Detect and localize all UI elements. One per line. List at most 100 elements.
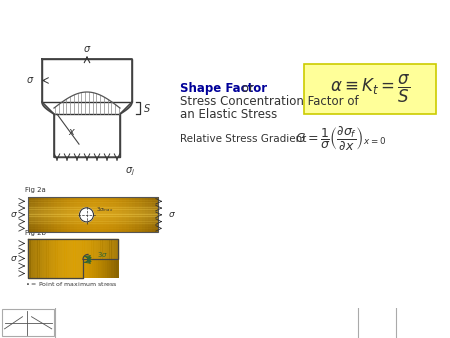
Bar <box>28 223 158 225</box>
Bar <box>60 197 64 233</box>
Bar <box>93 197 97 233</box>
Bar <box>102 239 105 277</box>
Bar <box>126 197 129 233</box>
Bar <box>77 239 80 277</box>
Bar <box>90 197 94 233</box>
Bar <box>44 239 46 277</box>
Bar <box>106 197 110 233</box>
Bar <box>44 197 48 233</box>
Text: $\sigma$: $\sigma$ <box>10 254 18 263</box>
Bar <box>111 239 114 277</box>
Bar <box>66 239 69 277</box>
Bar <box>116 197 120 233</box>
Bar <box>28 228 158 231</box>
Text: Fig 2b: Fig 2b <box>25 231 46 236</box>
Bar <box>86 197 90 233</box>
Bar <box>109 197 113 233</box>
Text: $x$: $x$ <box>68 127 76 137</box>
Bar <box>86 239 89 277</box>
Bar <box>46 239 49 277</box>
Bar <box>111 239 114 277</box>
Text: Concentration factors: Concentration factors <box>11 15 182 28</box>
Bar <box>100 239 103 277</box>
Bar <box>28 239 31 277</box>
Bar <box>100 239 103 277</box>
Bar <box>28 207 158 210</box>
Text: $3\sigma$: $3\sigma$ <box>97 250 108 260</box>
Bar <box>39 239 42 277</box>
Bar <box>59 239 62 277</box>
Text: $S$: $S$ <box>143 102 151 114</box>
Text: $\alpha \equiv K_t = \dfrac{\sigma}{S}$: $\alpha \equiv K_t = \dfrac{\sigma}{S}$ <box>330 73 410 105</box>
Bar <box>83 197 87 233</box>
Text: $\sigma$: $\sigma$ <box>10 210 18 219</box>
Bar <box>98 239 100 277</box>
Bar <box>28 197 158 199</box>
Bar <box>102 239 105 277</box>
Bar <box>93 239 96 277</box>
Bar <box>145 197 149 233</box>
Bar <box>35 239 37 277</box>
Bar <box>51 197 54 233</box>
Bar <box>50 239 53 277</box>
Bar <box>28 197 32 233</box>
Bar <box>99 197 103 233</box>
Bar <box>112 197 116 233</box>
Bar <box>98 239 100 277</box>
Bar <box>91 239 94 277</box>
Bar <box>71 239 73 277</box>
Bar <box>38 197 41 233</box>
Bar <box>28 218 158 220</box>
Bar <box>86 239 89 277</box>
Bar <box>132 197 136 233</box>
Bar <box>66 239 69 277</box>
Bar <box>104 239 107 277</box>
Bar <box>35 197 38 233</box>
Bar <box>82 239 85 277</box>
Bar <box>28 204 158 206</box>
Bar <box>122 197 126 233</box>
Bar <box>73 197 77 233</box>
Text: DAF: DAF <box>367 318 386 327</box>
Bar <box>55 239 58 277</box>
Bar <box>96 197 100 233</box>
Bar <box>148 197 152 233</box>
Text: $\sigma$: $\sigma$ <box>26 75 34 86</box>
Bar <box>68 239 71 277</box>
Text: Relative Stress Gradient: Relative Stress Gradient <box>180 134 306 144</box>
Bar <box>95 239 98 277</box>
Bar <box>116 239 118 277</box>
Bar <box>59 239 62 277</box>
Bar <box>62 239 64 277</box>
Bar <box>28 211 158 213</box>
Bar <box>91 239 94 277</box>
Bar <box>77 239 80 277</box>
Bar <box>39 239 42 277</box>
Bar <box>113 239 116 277</box>
Bar <box>28 221 158 224</box>
Bar <box>89 239 91 277</box>
Bar <box>152 197 155 233</box>
Text: CTU in Prague, Faculty of Mechanical Engineering: CTU in Prague, Faculty of Mechanical Eng… <box>112 318 302 327</box>
Bar <box>37 239 40 277</box>
Text: $\bullet$ = Point of maximum stress: $\bullet$ = Point of maximum stress <box>25 280 117 288</box>
Bar <box>93 239 96 277</box>
Text: Shape Factor: Shape Factor <box>180 82 267 95</box>
Bar <box>50 239 53 277</box>
Polygon shape <box>28 239 118 277</box>
Bar <box>84 239 87 277</box>
Bar <box>113 239 116 277</box>
Bar <box>28 198 158 201</box>
Bar <box>37 239 40 277</box>
Bar <box>54 114 120 157</box>
Bar <box>46 239 49 277</box>
Bar <box>53 239 55 277</box>
Bar <box>95 239 98 277</box>
Bar <box>54 197 58 233</box>
Bar <box>103 197 107 233</box>
Bar <box>73 239 76 277</box>
Text: Stress Concentration Factor of: Stress Concentration Factor of <box>180 95 359 108</box>
Bar <box>28 209 158 211</box>
Bar <box>57 239 60 277</box>
Bar <box>32 239 35 277</box>
